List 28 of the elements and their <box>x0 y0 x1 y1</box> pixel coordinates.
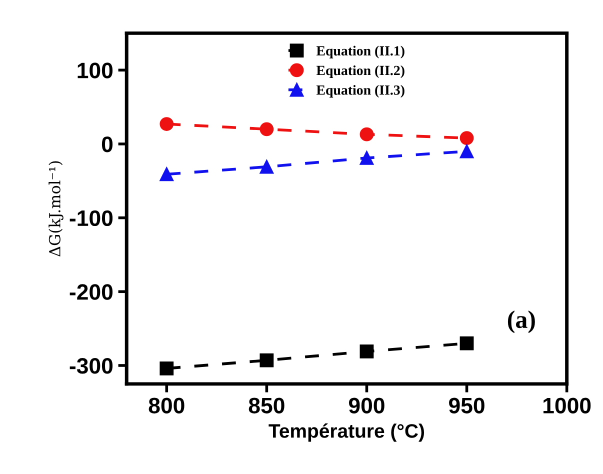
y-tick-label: 0 <box>102 136 113 152</box>
x-tick-label: 950 <box>449 398 484 414</box>
y-tick-label: -300 <box>70 358 113 374</box>
x-tick-label: 900 <box>348 398 384 414</box>
point <box>160 117 174 131</box>
point <box>260 160 274 174</box>
legend-label: Equation (II.2) <box>316 65 404 78</box>
point <box>460 131 474 145</box>
point <box>260 122 274 136</box>
annotation: (a) <box>508 310 535 334</box>
y-tick-label: 100 <box>78 62 113 78</box>
point <box>360 344 374 358</box>
point <box>460 336 474 350</box>
y-tick-label: -200 <box>70 284 113 300</box>
y-axis-title: ΔG(kJ.mol⁻¹) <box>48 161 64 256</box>
point <box>160 361 174 376</box>
x-tick-label: 850 <box>248 398 284 414</box>
point <box>160 167 174 182</box>
point <box>360 127 374 142</box>
point <box>460 144 474 158</box>
legend-label: Equation (II.3) <box>316 85 404 98</box>
point <box>260 353 274 368</box>
x-tick-label: 1000 <box>544 398 591 414</box>
x-tick-label: 800 <box>148 398 184 414</box>
y-tick-label: -100 <box>70 210 113 226</box>
legend-label: Equation (II.1) <box>316 46 404 58</box>
point <box>360 151 374 165</box>
x-axis-title: Température (°C) <box>268 423 424 442</box>
